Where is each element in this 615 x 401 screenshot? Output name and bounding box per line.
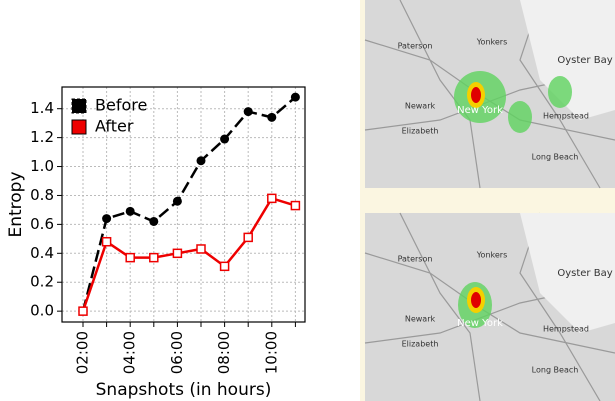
chart: 0.0 0.2 0.4 0.6 0.8 1.0 1.2 1.4 02:00 04:00 06:00 0… (0, 0, 615, 401)
point (291, 202, 299, 210)
x-tick-label: 08:00 (215, 331, 233, 374)
x-tick-label: 04:00 (121, 331, 139, 374)
map-label: New York (457, 105, 503, 116)
y-tick-label: 0.2 (30, 273, 54, 291)
point (291, 93, 300, 102)
figure: 0.0 0.2 0.4 0.6 0.8 1.0 1.2 1.4 02:00 04:00 06:00 0… (0, 0, 615, 401)
point (220, 135, 229, 144)
legend-swatch (72, 99, 86, 113)
point (268, 194, 276, 202)
map-label: Oyster Bay (557, 55, 612, 66)
y-tick-label: 0.8 (30, 186, 54, 204)
x-tick-label: 06:00 (168, 331, 186, 374)
point (126, 254, 134, 262)
point (149, 217, 158, 226)
y-axis-label: Entropy (6, 171, 26, 237)
point (197, 156, 206, 165)
point (126, 207, 135, 216)
map-label: Elizabeth (402, 340, 439, 349)
point (173, 249, 181, 257)
map-label: Paterson (398, 255, 433, 264)
point (102, 214, 111, 223)
y-tick-label: 1.4 (30, 99, 54, 117)
map-label: Newark (405, 102, 436, 111)
map-label: Long Beach (532, 366, 579, 375)
map-label: Hempstead (543, 325, 589, 334)
x-axis-label: Snapshots (in hours) (96, 380, 272, 400)
point (244, 233, 252, 241)
y-tick-label: 0.4 (30, 244, 54, 262)
y-tick-label: 1.2 (30, 128, 54, 146)
x-tick-label: 10:00 (262, 331, 280, 374)
y-tick-label: 0.0 (30, 302, 54, 320)
map-label: Paterson (398, 42, 433, 51)
point (221, 262, 229, 270)
map-label: Hempstead (543, 112, 589, 121)
map-label: Yonkers (476, 251, 508, 260)
point (103, 238, 111, 246)
map-label: Newark (405, 315, 436, 324)
point (244, 107, 253, 116)
legend-label: After (95, 117, 134, 136)
map-label: Long Beach (532, 153, 579, 162)
x-tick-label: 02:00 (74, 331, 92, 374)
point (267, 113, 276, 122)
point (173, 197, 182, 206)
map-label: New York (457, 318, 503, 329)
point (197, 245, 205, 253)
y-tick-label: 0.6 (30, 215, 54, 233)
map-label: Oyster Bay (557, 268, 612, 279)
legend-swatch (72, 120, 86, 134)
point (150, 254, 158, 262)
point (79, 307, 87, 315)
map-label: Yonkers (476, 38, 508, 47)
legend-label: Before (95, 96, 147, 115)
y-tick-label: 1.0 (30, 157, 54, 175)
map-label: Elizabeth (402, 127, 439, 136)
